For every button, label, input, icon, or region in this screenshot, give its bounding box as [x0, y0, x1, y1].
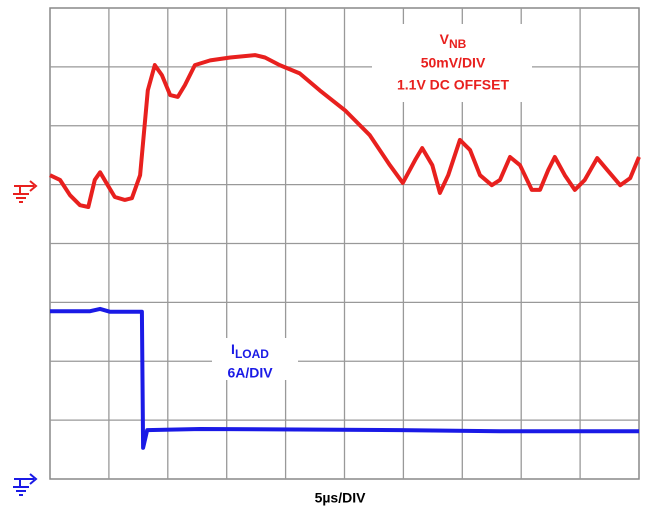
ground-marker: [13, 473, 38, 496]
label-sub: LOAD: [235, 347, 269, 361]
ground-marker: [13, 180, 38, 203]
trace: [50, 306, 639, 450]
series-note: 6A/DIV: [227, 365, 273, 381]
trace: [49, 53, 641, 209]
series-label: VNB: [440, 31, 467, 51]
label-sub: NB: [449, 37, 467, 51]
x-axis-label: 5µs/DIV: [315, 490, 367, 506]
label-background: [212, 338, 298, 380]
series-label: ILOAD: [231, 341, 269, 361]
series-note: 50mV/DIV: [421, 55, 486, 71]
series-note: 1.1V DC OFFSET: [397, 77, 509, 93]
label-main: I: [231, 341, 235, 357]
label-background: [372, 24, 532, 102]
label-main: V: [440, 31, 450, 47]
